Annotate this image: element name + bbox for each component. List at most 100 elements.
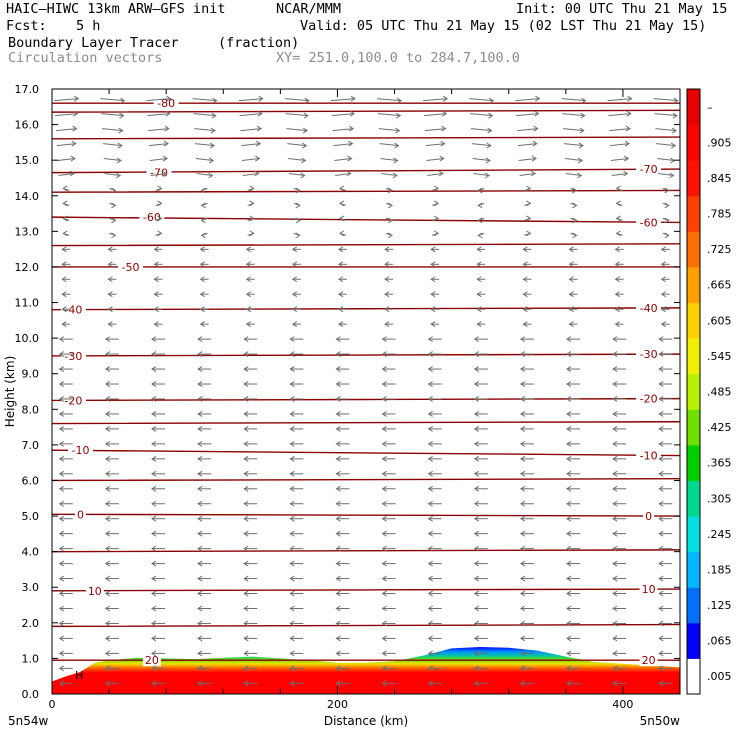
wind-vector-head — [258, 95, 264, 102]
wind-vector-head — [519, 470, 526, 477]
wind-vector-head — [612, 366, 618, 372]
wind-vector-head — [243, 470, 249, 477]
wind-vector-head — [612, 440, 618, 447]
temperature-contour-7 — [52, 109, 680, 114]
wind-vector-shaft — [240, 128, 262, 132]
wind-vector-head — [477, 187, 483, 194]
wind-vector-head — [335, 650, 341, 657]
wind-vector-head — [658, 575, 664, 582]
wind-vector-head — [157, 215, 163, 222]
field-units: (fraction) — [218, 35, 300, 51]
wind-vector-head — [104, 605, 111, 612]
wind-vector-head — [660, 246, 666, 253]
wind-vector-shaft — [196, 173, 213, 176]
wind-vector-shaft — [562, 113, 585, 117]
wind-vector-head — [256, 125, 262, 132]
wind-vector-head — [381, 665, 387, 672]
wind-vector-head — [664, 202, 670, 209]
wind-vector-head — [335, 411, 341, 417]
wind-vector-head — [197, 515, 203, 522]
y-tick-label: 10.0 — [15, 332, 40, 345]
wind-vector-head — [289, 680, 295, 687]
wind-vector-head — [104, 440, 111, 447]
wind-vector-head — [534, 110, 540, 117]
wind-vector-head — [566, 590, 572, 597]
wind-vector-head — [254, 170, 260, 177]
circulation-vectors — [54, 95, 679, 687]
wind-vector-head — [243, 680, 249, 687]
temperature-contour-label: -30 — [64, 350, 82, 363]
wind-vector-head — [209, 142, 216, 149]
wind-vector-head — [197, 590, 203, 597]
wind-vector-head — [381, 366, 387, 372]
wind-vector-head — [348, 140, 354, 147]
wind-vector-head — [58, 575, 65, 582]
wind-vector-shaft — [195, 158, 214, 162]
wind-vector-head — [104, 635, 111, 642]
wind-vector-head — [519, 336, 526, 343]
wind-vector-head — [104, 650, 111, 657]
wind-vector-head — [658, 590, 664, 597]
wind-vector-head — [612, 381, 618, 387]
wind-vector-head — [442, 95, 449, 102]
wind-vector-head — [58, 440, 65, 447]
wind-vector-head — [381, 650, 387, 657]
wind-vector-head — [393, 157, 399, 164]
wind-vector-head — [151, 650, 157, 657]
colorbar-swatch — [687, 516, 700, 553]
wind-vector-head — [566, 411, 572, 417]
wind-vector-head — [104, 620, 111, 627]
wind-vector-head — [255, 155, 261, 162]
wind-vector-head — [658, 351, 664, 358]
wind-vector-head — [245, 321, 251, 328]
wind-vector-head — [104, 381, 111, 387]
wind-vector-head — [243, 455, 249, 462]
wind-vector-head — [249, 200, 255, 207]
wind-vector-head — [295, 217, 301, 224]
wind-vector-head — [477, 202, 483, 209]
wind-vector-head — [151, 500, 157, 507]
wind-vector-head — [566, 665, 572, 672]
wind-vector-head — [519, 650, 526, 657]
wind-vector-head — [210, 127, 216, 134]
wind-vector-head — [58, 635, 65, 642]
wind-vector-shaft — [57, 158, 75, 162]
colorbar-label: .245 — [707, 528, 732, 541]
wind-vector-head — [473, 665, 480, 672]
wind-vector-head — [197, 381, 203, 387]
wind-vector-shaft — [58, 173, 75, 176]
wind-vector-head — [427, 635, 433, 642]
wind-vector-head — [335, 425, 341, 432]
wind-vector-head — [153, 291, 159, 298]
wind-vector-head — [208, 172, 214, 179]
wind-vector-head — [151, 560, 157, 567]
wind-vector-head — [197, 500, 203, 507]
contour-label-bg — [636, 392, 662, 405]
wind-vector-head — [486, 142, 492, 149]
wind-vector-head — [519, 680, 526, 687]
wind-vector-head — [289, 605, 295, 612]
wind-vector-head — [199, 246, 205, 253]
wind-vector-head — [291, 276, 298, 283]
wind-vector-head — [335, 396, 341, 402]
wind-vector-shaft — [653, 98, 678, 102]
wind-vector-head — [291, 291, 298, 298]
wind-vector-head — [566, 485, 572, 492]
colorbar-swatch — [687, 622, 700, 659]
wind-vector-head — [381, 530, 387, 537]
wind-vector-shaft — [565, 173, 582, 176]
wind-vector-head — [197, 396, 203, 402]
wind-vector-head — [612, 485, 618, 492]
wind-vector-head — [153, 261, 159, 268]
wind-vector-head — [473, 635, 480, 642]
wind-vector-head — [384, 291, 390, 298]
wind-vector-head — [58, 351, 65, 358]
wind-vector-head — [381, 680, 387, 687]
wind-vector-head — [58, 515, 65, 522]
plot-frame — [51, 88, 681, 695]
contour-label-bg — [68, 444, 94, 457]
wind-vector-head — [660, 306, 666, 313]
wind-vector-head — [335, 545, 341, 552]
wind-vector-head — [151, 425, 157, 432]
wind-vector-head — [522, 291, 528, 298]
